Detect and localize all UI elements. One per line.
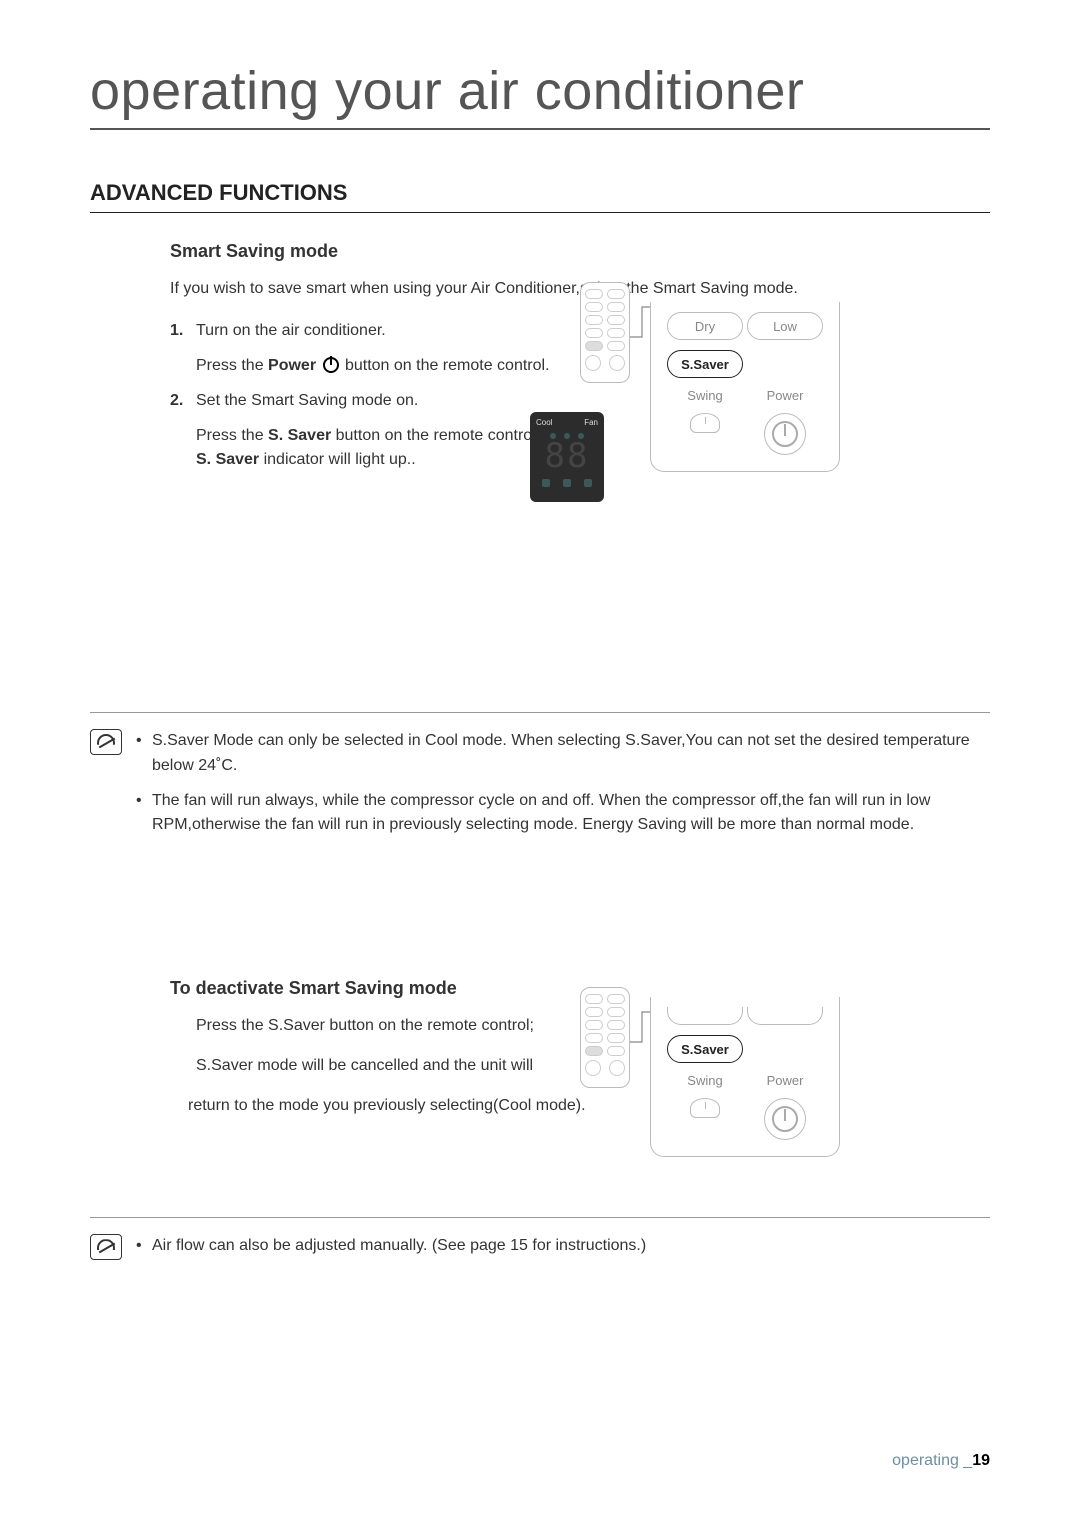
display-cool-label: Cool <box>536 418 552 427</box>
swing-icon <box>690 1098 720 1118</box>
note-item: Air flow can also be adjusted manually. … <box>136 1234 646 1259</box>
page-footer: operating _19 <box>892 1452 990 1470</box>
figure-1: Dry S.Saver Swing Low Power Cool Fan <box>90 472 990 692</box>
power-button-icon <box>764 1098 806 1140</box>
power-icon <box>323 357 339 373</box>
remote-top-illustration <box>580 282 630 383</box>
remote-side-illustration: Dry S.Saver Swing Low Power <box>650 302 840 472</box>
power-label: Power <box>767 388 804 403</box>
dry-button-partial <box>667 1007 743 1025</box>
low-button-partial <box>747 1007 823 1025</box>
remote-top-illustration <box>580 987 630 1088</box>
note-block-1: S.Saver Mode can only be selected in Coo… <box>90 729 990 848</box>
step-text: Set the Smart Saving mode on. <box>196 392 590 410</box>
power-label: Power <box>767 1073 804 1088</box>
dry-button: Dry <box>667 312 743 340</box>
low-button: Low <box>747 312 823 340</box>
step-list: 1. Turn on the air conditioner. <box>170 322 590 340</box>
note-block-2: Air flow can also be adjusted manually. … <box>90 1234 990 1269</box>
step-1-sub: Press the Power button on the remote con… <box>170 354 590 378</box>
page-title: operating your air conditioner <box>90 60 990 130</box>
swing-label: Swing <box>687 1073 722 1088</box>
deactivate-text: Press the S.Saver button on the remote c… <box>170 1017 600 1115</box>
power-button-icon <box>764 413 806 455</box>
step-text: Turn on the air conditioner. <box>196 322 590 340</box>
divider <box>90 712 990 713</box>
ssaver-button: S.Saver <box>667 350 743 378</box>
smart-saving-title: Smart Saving mode <box>170 241 990 262</box>
note-icon <box>90 1234 122 1260</box>
step-2: 2. Set the Smart Saving mode on. <box>170 392 590 410</box>
note-item: S.Saver Mode can only be selected in Coo… <box>136 729 990 779</box>
note-item: The fan will run always, while the compr… <box>136 789 990 839</box>
section-heading: ADVANCED FUNCTIONS <box>90 180 990 213</box>
divider <box>90 1217 990 1218</box>
display-segment: 88 <box>536 439 598 473</box>
ssaver-button: S.Saver <box>667 1035 743 1063</box>
display-panel-illustration: Cool Fan 88 <box>530 412 604 502</box>
remote-side-illustration: S.Saver Swing Power <box>650 997 840 1157</box>
swing-label: Swing <box>687 388 722 403</box>
note-icon <box>90 729 122 755</box>
step-1: 1. Turn on the air conditioner. <box>170 322 590 340</box>
step-number: 1. <box>170 322 196 340</box>
swing-icon <box>690 413 720 433</box>
display-fan-label: Fan <box>584 418 598 427</box>
step-number: 2. <box>170 392 196 410</box>
step-2-sub: Press the S. Saver button on the remote … <box>170 424 590 472</box>
